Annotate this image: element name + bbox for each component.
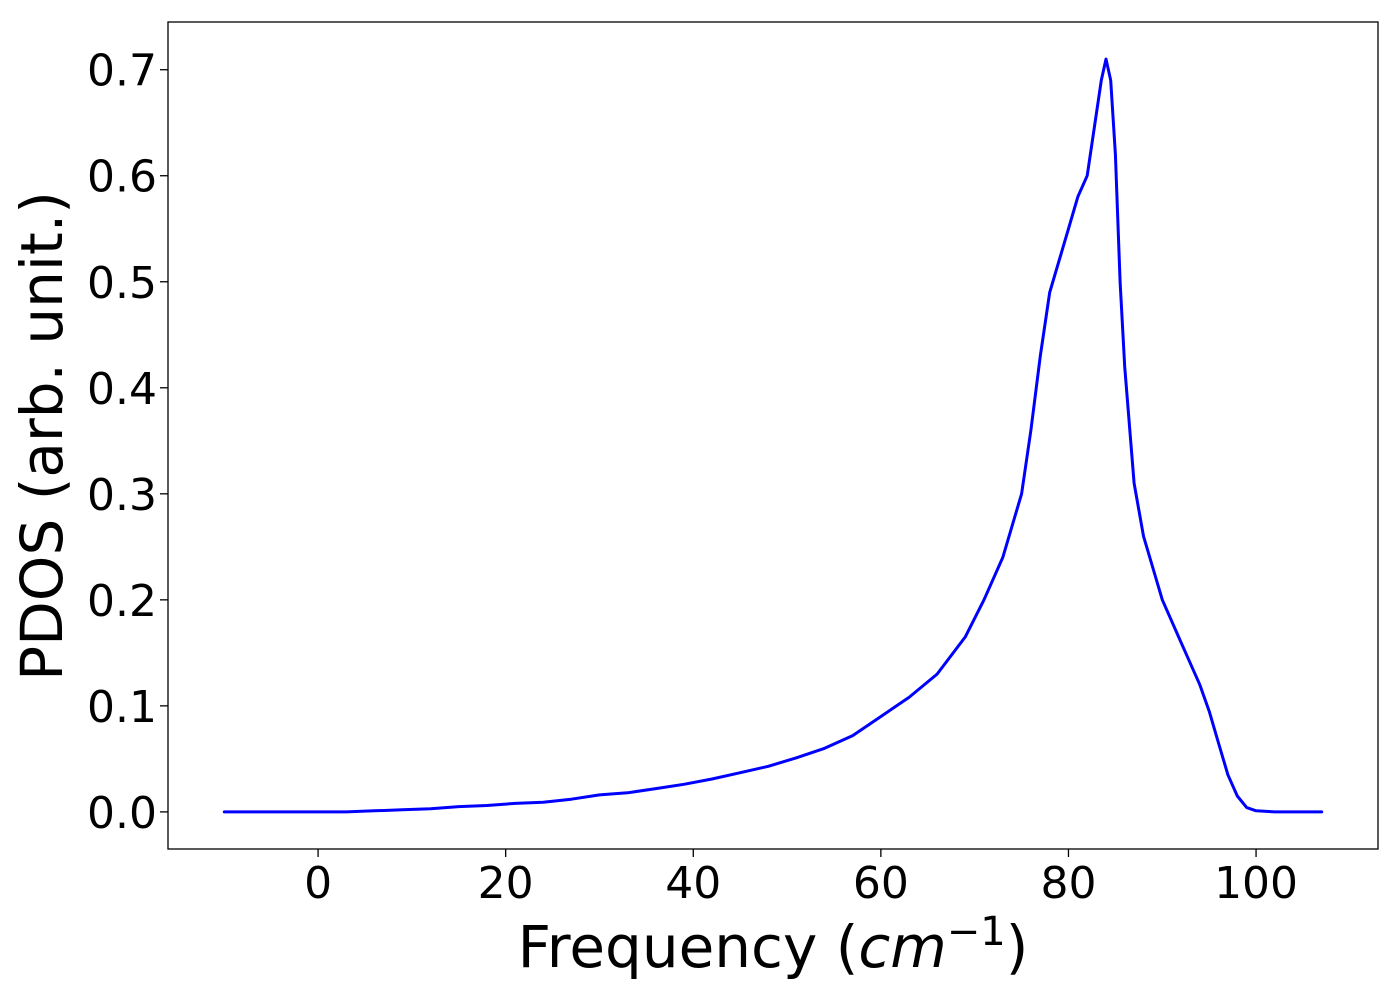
x-tick-label: 100	[1214, 858, 1298, 909]
y-tick-label: 0.1	[87, 682, 157, 733]
y-tick-label: 0.3	[87, 470, 157, 521]
x-tick-label: 40	[665, 858, 721, 909]
plot-area	[167, 21, 1379, 850]
y-tick-label: 0.6	[87, 152, 157, 203]
x-axis-ticks: 0 20 40 60 80 100	[304, 849, 1298, 909]
y-axis-ticks: 0.0 0.1 0.2 0.3 0.4 0.5 0.6 0.7	[87, 46, 168, 839]
series-line-0	[222, 57, 1324, 814]
y-tick-label: 0.5	[87, 258, 157, 309]
plot-frame	[167, 21, 1379, 850]
x-tick-label: 80	[1040, 858, 1096, 909]
y-tick-label: 0.0	[87, 788, 157, 839]
x-axis-label: Frequency (cm−1)	[518, 909, 1029, 981]
y-axis-label: PDOS (arb. unit.)	[8, 191, 76, 681]
y-tick-label: 0.2	[87, 576, 157, 627]
y-tick-label: 0.4	[87, 364, 157, 415]
x-tick-label: 0	[304, 858, 332, 909]
y-tick-label: 0.7	[87, 46, 157, 97]
x-tick-label: 60	[853, 858, 909, 909]
x-tick-label: 20	[478, 858, 534, 909]
